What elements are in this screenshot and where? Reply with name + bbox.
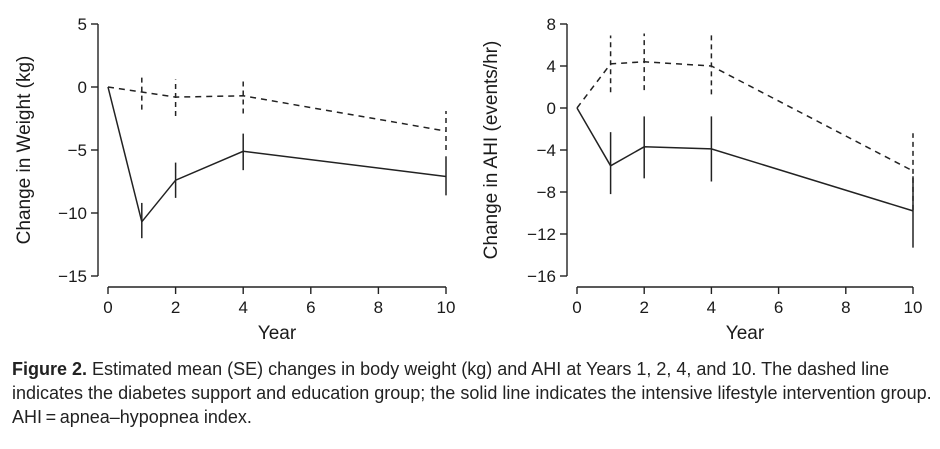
ahi-solid-series-line <box>576 107 914 212</box>
weight-x-tick-label: 8 <box>374 298 383 317</box>
weight-x-tick-label: 10 <box>437 298 456 317</box>
weight-solid-series-line <box>107 86 447 224</box>
figure: 5 0 −5 −10 −15 0 2 4 6 8 10 Year Change in Weight (k… <box>14 15 922 344</box>
caption-text: Estimated mean (SE) changes in body weig… <box>12 359 932 427</box>
caption-label: Figure 2. <box>12 359 88 379</box>
ahi-x-tick-label: 0 <box>572 298 581 317</box>
weight-y-tick-label: −15 <box>58 267 87 286</box>
ahi-x-axis-title: Year <box>726 323 765 344</box>
ahi-x-tick-label: 2 <box>639 298 648 317</box>
weight-x-tick-label: 6 <box>306 298 315 317</box>
ahi-x-tick-label: 8 <box>841 298 850 317</box>
ahi-x-tick-label: 10 <box>904 298 923 317</box>
ahi-y-tick-label: 0 <box>547 99 556 118</box>
ahi-dashed-series-line <box>576 61 914 172</box>
ahi-y-tick-label: 8 <box>547 15 556 34</box>
weight-x-tick-label: 4 <box>238 298 247 317</box>
weight-x-axis-title: Year <box>258 323 297 344</box>
weight-x-tick-label: 2 <box>171 298 180 317</box>
weight-panel: 5 0 −5 −10 −15 0 2 4 6 8 10 Year Change in Weight (k… <box>14 15 455 344</box>
weight-y-tick-label: −10 <box>58 204 87 223</box>
weight-y-tick-label: 0 <box>78 78 87 97</box>
ahi-panel: 8 4 0 −4 −8 −12 −16 0 2 4 6 8 10 Year Change in AHI (e… <box>481 15 922 344</box>
figure-caption: Figure 2. Estimated mean (SE) changes in… <box>12 357 932 429</box>
ahi-y-tick-label: 4 <box>547 57 556 76</box>
ahi-y-axis-title: Change in AHI (events/hr) <box>481 41 502 260</box>
ahi-x-tick-label: 6 <box>774 298 783 317</box>
ahi-y-tick-label: −16 <box>527 267 556 286</box>
weight-y-axis-title: Change in Weight (kg) <box>14 56 35 245</box>
ahi-y-tick-label: −4 <box>537 141 556 160</box>
ahi-x-tick-label: 4 <box>707 298 716 317</box>
ahi-y-tick-label: −8 <box>537 183 556 202</box>
weight-y-tick-label: 5 <box>78 15 87 34</box>
weight-y-tick-label: −5 <box>68 141 87 160</box>
ahi-y-tick-label: −12 <box>527 225 556 244</box>
weight-x-tick-label: 0 <box>103 298 112 317</box>
weight-dashed-series-line <box>107 86 447 132</box>
